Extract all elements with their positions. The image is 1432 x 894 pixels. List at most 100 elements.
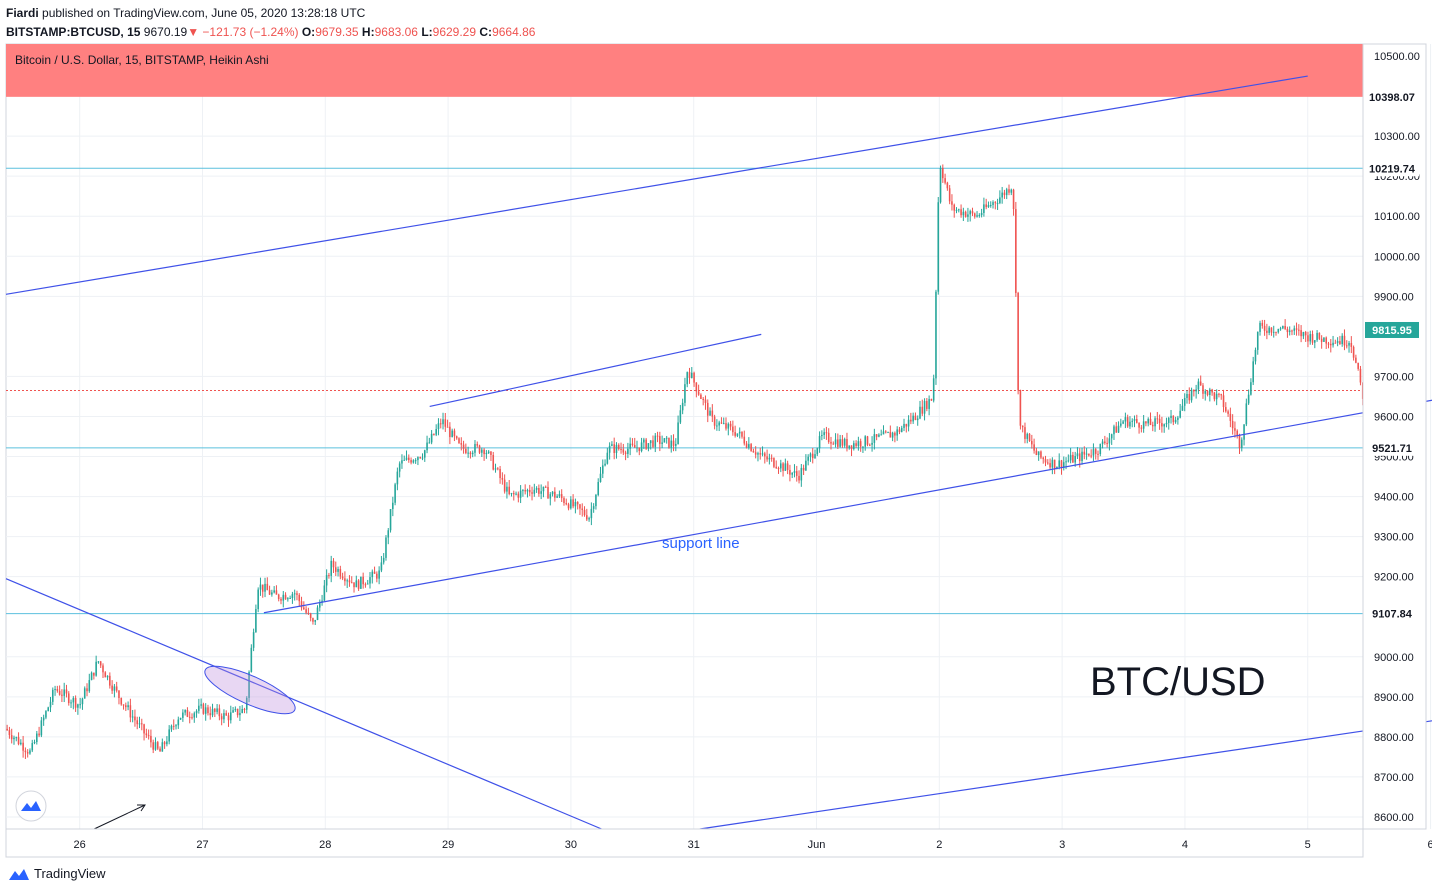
candle-body[interactable]	[1311, 334, 1314, 343]
candle-body[interactable]	[430, 433, 433, 443]
candle-body[interactable]	[17, 737, 20, 745]
candle-body[interactable]	[10, 735, 13, 740]
candle-body[interactable]	[198, 705, 200, 711]
candle-body[interactable]	[471, 452, 474, 455]
candle-body[interactable]	[202, 704, 205, 714]
candle-body[interactable]	[474, 444, 476, 453]
candle-body[interactable]	[809, 453, 812, 457]
candle-body[interactable]	[344, 578, 346, 582]
candle-body[interactable]	[93, 672, 95, 676]
candle-body[interactable]	[385, 537, 387, 558]
author-name[interactable]: Fiardi	[6, 6, 39, 20]
candle-body[interactable]	[807, 456, 809, 461]
candle-body[interactable]	[1316, 332, 1318, 341]
trendline[interactable]	[5, 578, 602, 830]
candle-body[interactable]	[1332, 342, 1334, 346]
candle-body[interactable]	[33, 742, 36, 744]
candle-body[interactable]	[857, 441, 860, 446]
candle-body[interactable]	[1033, 444, 1035, 451]
candle-body[interactable]	[99, 661, 102, 666]
candle-body[interactable]	[670, 440, 673, 448]
candle-body[interactable]	[1320, 338, 1323, 342]
candle-body[interactable]	[889, 432, 892, 438]
candle-body[interactable]	[453, 430, 456, 437]
candle-body[interactable]	[967, 214, 969, 217]
candle-body[interactable]	[1295, 328, 1298, 330]
candle-body[interactable]	[147, 735, 150, 737]
candle-body[interactable]	[732, 426, 734, 433]
candle-body[interactable]	[910, 419, 912, 422]
candle-body[interactable]	[394, 484, 396, 503]
candle-body[interactable]	[631, 443, 634, 446]
candle-body[interactable]	[900, 427, 903, 432]
candle-body[interactable]	[1247, 394, 1250, 404]
candle-body[interactable]	[980, 212, 983, 216]
candle-body[interactable]	[795, 471, 798, 476]
candle-body[interactable]	[850, 445, 853, 449]
candle-body[interactable]	[271, 592, 273, 595]
candle-body[interactable]	[1167, 417, 1170, 423]
candle-body[interactable]	[846, 439, 848, 449]
time-axis[interactable]	[5, 828, 1364, 858]
candle-body[interactable]	[519, 490, 522, 498]
candle-body[interactable]	[1021, 425, 1024, 428]
candle-body[interactable]	[759, 453, 762, 455]
candle-body[interactable]	[1140, 427, 1143, 429]
candle-body[interactable]	[145, 733, 148, 736]
candle-body[interactable]	[439, 423, 442, 425]
candle-body[interactable]	[280, 599, 282, 601]
candle-body[interactable]	[811, 453, 814, 459]
candle-body[interactable]	[973, 213, 976, 217]
candle-body[interactable]	[166, 741, 168, 745]
candle-body[interactable]	[1122, 421, 1124, 424]
candle-body[interactable]	[1115, 426, 1118, 433]
candle-body[interactable]	[864, 436, 867, 447]
candle-body[interactable]	[261, 584, 264, 592]
candle-body[interactable]	[446, 426, 449, 428]
candle-body[interactable]	[853, 443, 855, 449]
trendlines[interactable]	[5, 75, 1432, 830]
candle-body[interactable]	[1183, 397, 1186, 406]
candle-body[interactable]	[729, 423, 732, 427]
candle-body[interactable]	[1069, 454, 1072, 461]
candle-body[interactable]	[572, 499, 574, 507]
candle-body[interactable]	[232, 710, 234, 713]
candle-body[interactable]	[1017, 292, 1019, 390]
candle-body[interactable]	[643, 439, 645, 443]
candle-body[interactable]	[1156, 418, 1159, 420]
candle-body[interactable]	[802, 467, 805, 471]
candle-body[interactable]	[419, 457, 422, 459]
candle-body[interactable]	[859, 441, 862, 447]
candle-body[interactable]	[1129, 421, 1131, 427]
candle-body[interactable]	[905, 423, 908, 427]
candle-body[interactable]	[777, 468, 780, 470]
candle-body[interactable]	[186, 710, 189, 717]
candle-body[interactable]	[992, 202, 994, 206]
candle-body[interactable]	[1218, 393, 1220, 395]
candle-body[interactable]	[182, 712, 184, 718]
candle-body[interactable]	[435, 428, 437, 435]
candle-body[interactable]	[752, 451, 755, 453]
candle-body[interactable]	[1149, 418, 1152, 425]
candle-body[interactable]	[745, 443, 748, 448]
candle-body[interactable]	[150, 735, 152, 743]
candle-body[interactable]	[999, 197, 1001, 204]
candle-body[interactable]	[6, 728, 8, 731]
candle-body[interactable]	[378, 570, 380, 579]
candle-body[interactable]	[330, 560, 333, 576]
candle-body[interactable]	[1307, 335, 1309, 342]
candle-body[interactable]	[134, 716, 136, 721]
candle-body[interactable]	[1019, 389, 1022, 426]
candle-body[interactable]	[396, 471, 399, 485]
candle-body[interactable]	[172, 725, 175, 727]
candle-body[interactable]	[1300, 330, 1302, 337]
candle-body[interactable]	[29, 750, 31, 754]
candle-body[interactable]	[499, 468, 501, 479]
candle-body[interactable]	[690, 372, 693, 378]
candle-body[interactable]	[599, 473, 602, 482]
candle-body[interactable]	[713, 416, 716, 426]
candle-body[interactable]	[152, 742, 154, 750]
candle-body[interactable]	[907, 419, 910, 427]
candle-body[interactable]	[1053, 459, 1056, 469]
candle-body[interactable]	[821, 435, 823, 437]
